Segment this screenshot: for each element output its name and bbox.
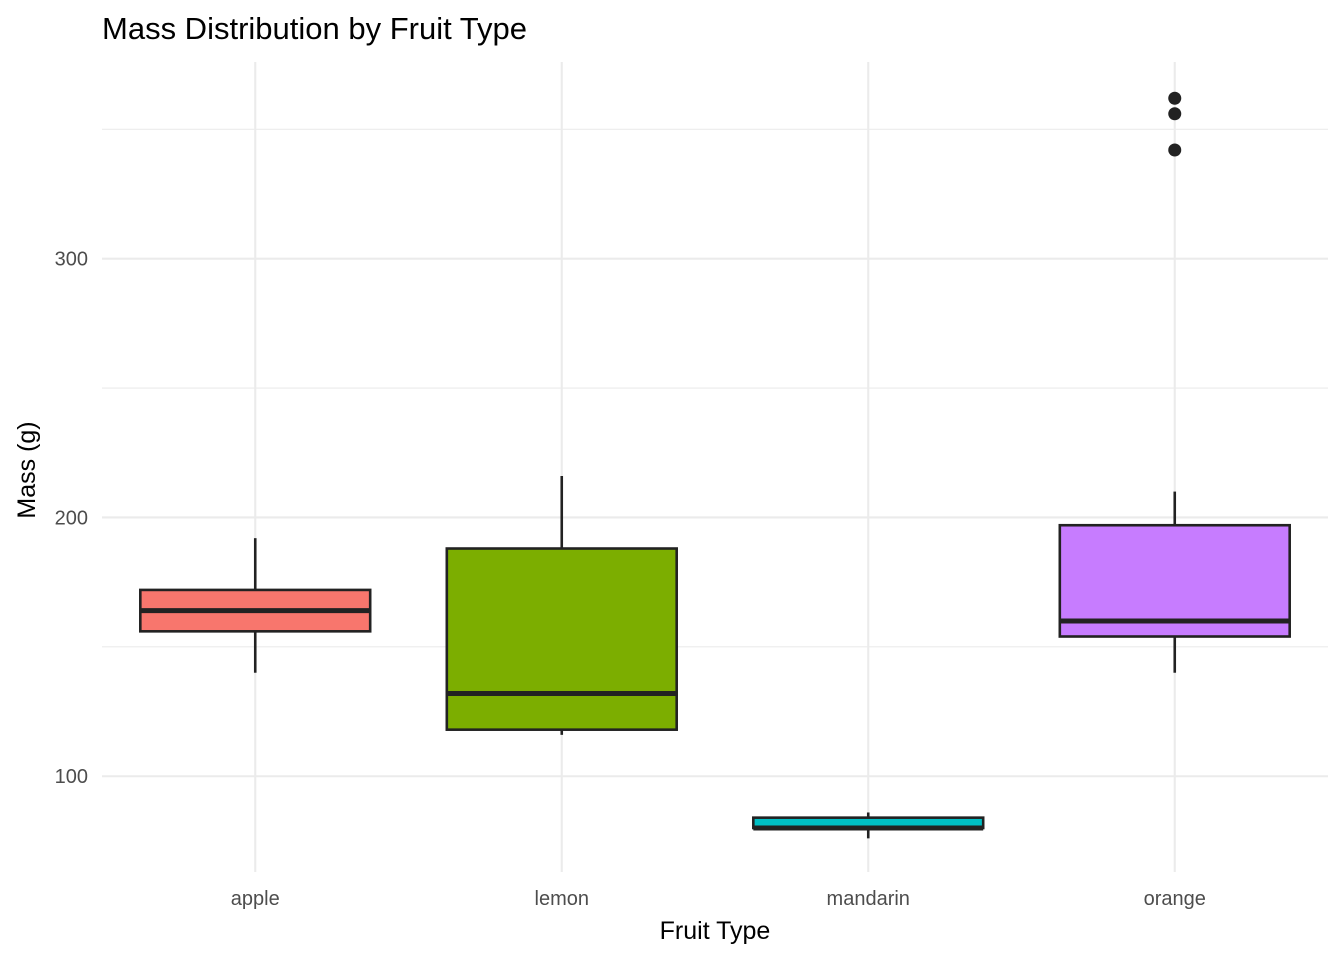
x-axis-title: Fruit Type	[660, 917, 771, 945]
x-tick-label: lemon	[535, 888, 589, 910]
y-tick-label: 100	[55, 766, 88, 788]
outlier-point	[1168, 91, 1182, 105]
outlier-point	[1168, 107, 1182, 121]
x-tick-label: orange	[1144, 888, 1206, 910]
box-iqr	[445, 547, 678, 731]
outlier-point	[1168, 143, 1182, 157]
grid-lines	[102, 62, 1328, 872]
box-orange	[1058, 91, 1291, 673]
box-lemon	[445, 476, 678, 735]
y-tick-label: 300	[55, 249, 88, 271]
x-tick-label: mandarin	[827, 888, 910, 910]
boxes	[139, 91, 1291, 839]
y-axis-title: Mass (g)	[13, 421, 41, 518]
y-tick-label: 200	[55, 507, 88, 529]
x-tick-label: apple	[231, 888, 280, 910]
box-iqr	[1058, 523, 1291, 638]
y-axis-ticks: 100 200 300	[55, 249, 88, 789]
box-apple	[139, 538, 372, 673]
x-axis-ticks: apple lemon mandarin orange	[231, 888, 1206, 910]
chart-title: Mass Distribution by Fruit Type	[102, 11, 527, 46]
box-mandarin	[752, 812, 985, 839]
